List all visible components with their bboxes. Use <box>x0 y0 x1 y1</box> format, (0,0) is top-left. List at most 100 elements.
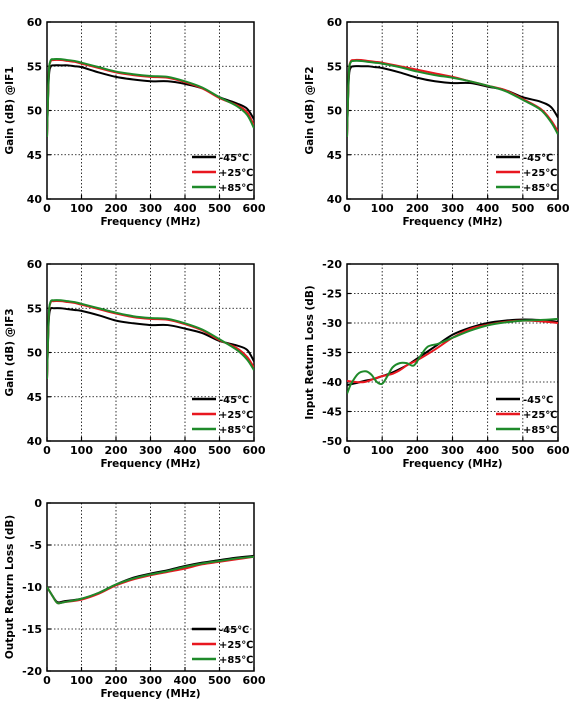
legend-label: +85℃ <box>219 183 253 194</box>
y-tick-label: 60 <box>27 258 43 271</box>
grid <box>47 264 254 441</box>
x-tick-label: 600 <box>547 444 570 457</box>
y-axis-label: Input Return Loss (dB) <box>304 285 316 419</box>
series-line-0 <box>347 65 558 138</box>
x-tick-label: 100 <box>70 444 93 457</box>
series-line-2 <box>347 317 558 395</box>
y-tick-label: -25 <box>322 288 342 301</box>
legend-label: -45℃ <box>219 153 249 164</box>
y-axis-label: Output Return Loss (dB) <box>4 515 16 659</box>
chart-svg: 0 100 200 300 400 500 600 -50 -45 -40 -35 -30 -25 -20… <box>304 258 570 470</box>
x-tick-label: 200 <box>105 674 128 687</box>
y-tick-label: 55 <box>27 60 42 73</box>
x-axis-label: Frequency (MHz) <box>402 458 502 470</box>
y-tick-label: -20 <box>322 258 342 271</box>
x-tick-label: 400 <box>476 202 499 215</box>
y-tick-label: 50 <box>27 347 43 360</box>
y-tick-label: 40 <box>27 435 43 448</box>
chart-svg: 0 100 200 300 400 500 600 -20 -15 -10 -5 0 Frequency… <box>4 497 266 700</box>
x-tick-label: 100 <box>70 674 93 687</box>
y-tick-label: 50 <box>27 105 43 118</box>
legend-label: +25℃ <box>523 168 557 179</box>
y-tick-label: 40 <box>27 193 43 206</box>
y-tick-label: 60 <box>27 16 43 29</box>
legend-label: -45℃ <box>219 395 249 406</box>
x-tick-label: 0 <box>43 444 51 457</box>
y-tick-label: 0 <box>34 497 42 510</box>
series-line-2 <box>347 59 558 138</box>
x-tick-label: 300 <box>139 202 162 215</box>
chart-gain-if2: 0 100 200 300 400 500 600 40 45 50 55 60 Frequency (… <box>300 14 574 232</box>
x-tick-label: 500 <box>511 444 534 457</box>
grid <box>47 503 254 671</box>
series-line-2 <box>47 58 254 138</box>
x-tick-label: 600 <box>243 674 266 687</box>
y-axis-label: Gain (dB) @IF1 <box>4 66 16 154</box>
x-tick-label: 100 <box>371 444 394 457</box>
y-tick-label: 55 <box>327 60 342 73</box>
y-tick-label: 45 <box>27 149 42 162</box>
legend-label: +85℃ <box>219 425 253 436</box>
x-axis-label: Frequency (MHz) <box>402 216 502 228</box>
y-tick-label: -20 <box>22 665 42 678</box>
legend-label: -45℃ <box>523 153 553 164</box>
x-tick-label: 300 <box>139 674 162 687</box>
y-tick-label: -10 <box>22 581 42 594</box>
x-tick-label: 200 <box>406 444 429 457</box>
grid <box>347 264 558 441</box>
y-axis-label: Gain (dB) @IF3 <box>4 308 16 396</box>
x-tick-label: 400 <box>174 202 197 215</box>
y-tick-label: -40 <box>322 376 342 389</box>
x-axis-label: Frequency (MHz) <box>100 216 200 228</box>
series-line-2 <box>47 299 254 380</box>
legend-label: -45℃ <box>523 395 553 406</box>
legend-label: +25℃ <box>219 640 253 651</box>
chart-output-return-loss: 0 100 200 300 400 500 600 -20 -15 -10 -5 0 Frequency… <box>0 495 270 704</box>
x-axis-label: Frequency (MHz) <box>100 458 200 470</box>
legend-label: +85℃ <box>523 425 557 436</box>
legend-label: +25℃ <box>219 168 253 179</box>
x-tick-label: 400 <box>476 444 499 457</box>
y-tick-label: -35 <box>322 347 342 360</box>
x-tick-label: 600 <box>547 202 570 215</box>
chart-svg: 0 100 200 300 400 500 600 40 45 50 55 60 Frequency (… <box>4 16 266 228</box>
legend-label: +85℃ <box>523 183 557 194</box>
x-tick-label: 300 <box>441 444 464 457</box>
legend-label: +25℃ <box>219 410 253 421</box>
legend-label: +85℃ <box>219 655 253 666</box>
chart-input-return-loss: 0 100 200 300 400 500 600 -50 -45 -40 -35 -30 -25 -20… <box>300 256 574 474</box>
y-tick-label: -50 <box>322 435 342 448</box>
x-tick-label: 0 <box>43 202 51 215</box>
x-tick-label: 500 <box>511 202 534 215</box>
y-tick-label: 55 <box>27 302 42 315</box>
y-tick-label: -45 <box>322 406 342 419</box>
x-tick-label: 0 <box>343 444 351 457</box>
chart-gain-if1: 0 100 200 300 400 500 600 40 45 50 55 60 Frequency (… <box>0 14 270 232</box>
legend-label: +25℃ <box>523 410 557 421</box>
y-tick-label: 60 <box>327 16 343 29</box>
y-axis-label: Gain (dB) @IF2 <box>304 66 316 154</box>
chart-svg: 0 100 200 300 400 500 600 40 45 50 55 60 Frequency (… <box>4 258 266 470</box>
x-tick-label: 300 <box>441 202 464 215</box>
chart-svg: 0 100 200 300 400 500 600 40 45 50 55 60 Frequency (… <box>304 16 570 228</box>
x-axis-label: Frequency (MHz) <box>100 688 200 700</box>
y-tick-label: 45 <box>27 391 42 404</box>
series-line-2 <box>47 555 254 605</box>
x-tick-label: 300 <box>139 444 162 457</box>
y-tick-label: 50 <box>327 105 343 118</box>
y-tick-label: -15 <box>22 623 42 636</box>
y-tick-label: 45 <box>327 149 342 162</box>
chart-gain-if3: 0 100 200 300 400 500 600 40 45 50 55 60 Frequency (… <box>0 256 270 474</box>
legend-label: -45℃ <box>219 625 249 636</box>
x-tick-label: 0 <box>43 674 51 687</box>
x-tick-label: 500 <box>208 674 231 687</box>
series-line-1 <box>47 300 254 380</box>
x-tick-label: 200 <box>105 444 128 457</box>
x-tick-label: 400 <box>174 444 197 457</box>
x-tick-label: 200 <box>105 202 128 215</box>
x-tick-label: 600 <box>243 444 266 457</box>
y-tick-label: -30 <box>322 317 342 330</box>
y-tick-label: 40 <box>327 193 343 206</box>
grid <box>347 22 558 199</box>
x-tick-label: 0 <box>343 202 351 215</box>
